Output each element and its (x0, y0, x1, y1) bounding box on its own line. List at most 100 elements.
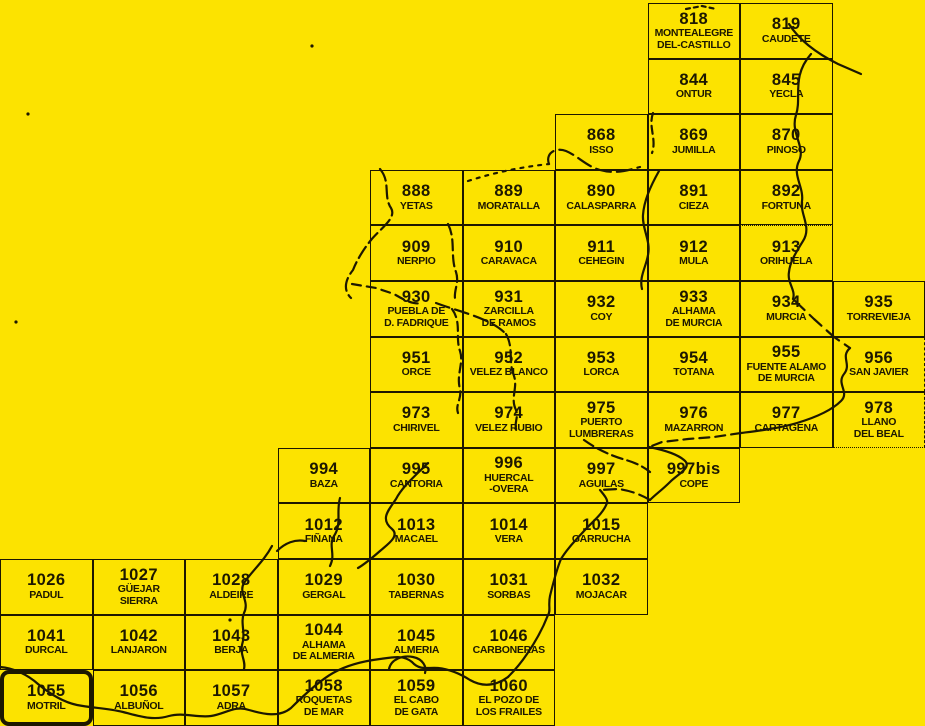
map-cell-997[interactable]: 997 AGUILAS (555, 448, 648, 504)
sheet-name: ADRA (217, 701, 246, 713)
map-cell-1029[interactable]: 1029 GERGAL (278, 559, 371, 615)
map-cell-891[interactable]: 891 CIEZA (648, 170, 741, 226)
map-cell-1042[interactable]: 1042 LANJARON (93, 615, 186, 671)
map-cell-913[interactable]: 913 ORIHUELA (740, 225, 833, 281)
map-cell-1026[interactable]: 1026 PADUL (0, 559, 93, 615)
map-cell-844[interactable]: 844 ONTUR (648, 59, 741, 115)
sheet-number: 870 (772, 127, 801, 143)
map-speck (26, 112, 29, 115)
map-cell-1059[interactable]: 1059 EL CABO DE GATA (370, 670, 463, 726)
map-cell-955[interactable]: 955 FUENTE ALAMO DE MURCIA (740, 337, 833, 393)
sheet-name: CALASPARRA (566, 201, 636, 213)
sheet-name: LLANO DEL BEAL (854, 417, 904, 440)
sheet-name: YETAS (400, 201, 433, 213)
sheet-number: 933 (679, 289, 708, 305)
map-cell-975[interactable]: 975 PUERTO LUMBRERAS (555, 392, 648, 448)
map-cell-997bis[interactable]: 997bis COPE (648, 448, 741, 504)
map-cell-931[interactable]: 931 ZARCILLA DE RAMOS (463, 281, 556, 337)
sheet-name: TOTANA (673, 367, 714, 379)
map-cell-935[interactable]: 935 TORREVIEJA (833, 281, 925, 337)
sheet-name: CIEZA (679, 201, 709, 213)
map-cell-1046[interactable]: 1046 CARBONERAS (463, 615, 556, 671)
map-cell-870[interactable]: 870 PINOSO (740, 114, 833, 170)
map-cell-1045[interactable]: 1045 ALMERIA (370, 615, 463, 671)
sheet-number: 1031 (490, 572, 528, 588)
map-cell-889[interactable]: 889 MORATALLA (463, 170, 556, 226)
map-cell-890[interactable]: 890 CALASPARRA (555, 170, 648, 226)
map-cell-1043[interactable]: 1043 BERJA (185, 615, 278, 671)
sheet-number: 956 (864, 350, 893, 366)
sheet-name: AGUILAS (579, 479, 624, 491)
map-cell-909[interactable]: 909 NERPIO (370, 225, 463, 281)
map-cell-1057[interactable]: 1057 ADRA (185, 670, 278, 726)
map-cell-973[interactable]: 973 CHIRIVEL (370, 392, 463, 448)
sheet-name: SORBAS (487, 590, 530, 602)
map-cell-995[interactable]: 995 CANTORIA (370, 448, 463, 504)
map-cell-976[interactable]: 976 MAZARRON (648, 392, 741, 448)
map-cell-1058[interactable]: 1058 ROQUETAS DE MAR (278, 670, 371, 726)
map-cell-1015[interactable]: 1015 GARRUCHA (555, 503, 648, 559)
map-cell-933[interactable]: 933 ALHAMA DE MURCIA (648, 281, 741, 337)
sheet-number: 909 (402, 239, 431, 255)
map-cell-930[interactable]: 930 PUEBLA DE D. FADRIQUE (370, 281, 463, 337)
map-cell-994[interactable]: 994 BAZA (278, 448, 371, 504)
sheet-number: 997 (587, 461, 616, 477)
map-cell-819[interactable]: 819 CAUDETE (740, 3, 833, 59)
map-cell-912[interactable]: 912 MULA (648, 225, 741, 281)
sheet-name: EL POZO DE LOS FRAILES (476, 695, 542, 718)
map-cell-954[interactable]: 954 TOTANA (648, 337, 741, 393)
map-cell-1012[interactable]: 1012 FIÑANA (278, 503, 371, 559)
map-cell-868[interactable]: 868 ISSO (555, 114, 648, 170)
map-cell-956[interactable]: 956 SAN JAVIER (833, 337, 925, 393)
sheet-number: 996 (494, 455, 523, 471)
sheet-number: 844 (679, 72, 708, 88)
sheet-number: 952 (494, 350, 523, 366)
map-cell-910[interactable]: 910 CARAVACA (463, 225, 556, 281)
map-cell-1014[interactable]: 1014 VERA (463, 503, 556, 559)
sheet-name: CARTAGENA (754, 423, 818, 435)
map-cell-951[interactable]: 951 ORCE (370, 337, 463, 393)
sheet-name: ZARCILLA DE RAMOS (482, 306, 536, 329)
map-cell-1060[interactable]: 1060 EL POZO DE LOS FRAILES (463, 670, 556, 726)
map-cell-1044[interactable]: 1044 ALHAMA DE ALMERIA (278, 615, 371, 671)
map-cell-1027[interactable]: 1027 GÜEJAR SIERRA (93, 559, 186, 615)
sheet-number: 1030 (397, 572, 435, 588)
sheet-number: 1026 (27, 572, 65, 588)
sheet-number: 1060 (490, 678, 528, 694)
sheet-name: CANTORIA (390, 479, 443, 491)
map-cell-1013[interactable]: 1013 MACAEL (370, 503, 463, 559)
sheet-number: 930 (402, 289, 431, 305)
map-cell-1028[interactable]: 1028 ALDEIRE (185, 559, 278, 615)
sheet-name: TORREVIEJA (847, 312, 911, 324)
map-cell-1056[interactable]: 1056 ALBUÑOL (93, 670, 186, 726)
map-cell-996[interactable]: 996 HUERCAL -OVERA (463, 448, 556, 504)
map-cell-845[interactable]: 845 YECLA (740, 59, 833, 115)
map-cell-1032[interactable]: 1032 MOJACAR (555, 559, 648, 615)
map-cell-977[interactable]: 977 CARTAGENA (740, 392, 833, 448)
sheet-number: 912 (679, 239, 708, 255)
sheet-number: 1028 (212, 572, 250, 588)
sheet-number: 845 (772, 72, 801, 88)
map-cell-818[interactable]: 818 MONTEALEGRE DEL-CASTILLO (648, 3, 741, 59)
sheet-number: 1059 (397, 678, 435, 694)
map-cell-1055[interactable]: 1055 MOTRIL (0, 670, 93, 726)
map-cell-1031[interactable]: 1031 SORBAS (463, 559, 556, 615)
map-cell-1030[interactable]: 1030 TABERNAS (370, 559, 463, 615)
map-cell-888[interactable]: 888 YETAS (370, 170, 463, 226)
sheet-number: 978 (864, 400, 893, 416)
sheet-number: 935 (864, 294, 893, 310)
map-cell-932[interactable]: 932 COY (555, 281, 648, 337)
map-cell-869[interactable]: 869 JUMILLA (648, 114, 741, 170)
sheet-name: DURCAL (25, 645, 68, 657)
map-cell-911[interactable]: 911 CEHEGIN (555, 225, 648, 281)
sheet-number: 994 (309, 461, 338, 477)
map-cell-978[interactable]: 978 LLANO DEL BEAL (833, 392, 925, 448)
map-cell-892[interactable]: 892 FORTUNA (740, 170, 833, 226)
map-cell-974[interactable]: 974 VELEZ RUBIO (463, 392, 556, 448)
map-cell-952[interactable]: 952 VELEZ BLANCO (463, 337, 556, 393)
map-cell-953[interactable]: 953 LORCA (555, 337, 648, 393)
map-cell-1041[interactable]: 1041 DURCAL (0, 615, 93, 671)
sheet-name: VERA (495, 534, 523, 546)
sheet-number: 1045 (397, 628, 435, 644)
map-cell-934[interactable]: 934 MURCIA (740, 281, 833, 337)
